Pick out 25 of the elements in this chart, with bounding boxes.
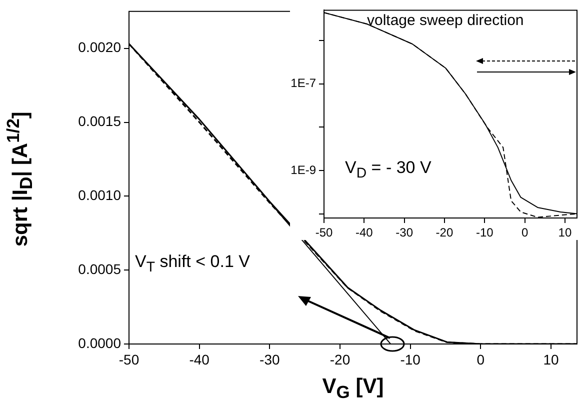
x-tick-label: -10 xyxy=(476,226,494,240)
y-tick-label: 1E-9 xyxy=(290,162,316,177)
x-tick-label: -30 xyxy=(396,226,414,240)
annotation: V$_{D}$ = - 30 V xyxy=(345,158,432,182)
x-tick-label: -40 xyxy=(189,351,210,368)
x-tick-label: -30 xyxy=(260,351,280,368)
y-tick-label: 0.0000 xyxy=(78,334,122,351)
x-tick-label: -50 xyxy=(118,351,140,368)
x-tick-label: -40 xyxy=(355,226,374,240)
y-tick-label: 0.0020 xyxy=(78,39,122,56)
y-tick-label: 0.0010 xyxy=(78,187,122,204)
x-axis-title: V$_{G}$ [V] xyxy=(321,375,385,404)
y-tick-label: 0.0005 xyxy=(78,260,122,277)
y-tick-label: 0.0015 xyxy=(78,113,122,130)
y-tick-label: 1E-7 xyxy=(290,76,316,90)
x-tick-label: 0 xyxy=(521,226,528,240)
x-tick-label: -20 xyxy=(436,226,454,240)
annotation: V$_{T}$ shift < 0.1 V xyxy=(135,252,250,276)
x-tick-label: 10 xyxy=(543,351,559,368)
annotation: voltage sweep direction xyxy=(367,12,524,29)
x-tick-label: 10 xyxy=(558,226,572,240)
x-tick-label: 0 xyxy=(476,351,485,368)
x-tick-label: -20 xyxy=(330,351,350,368)
x-tick-label: -50 xyxy=(315,226,333,240)
x-tick-label: -10 xyxy=(400,351,421,368)
